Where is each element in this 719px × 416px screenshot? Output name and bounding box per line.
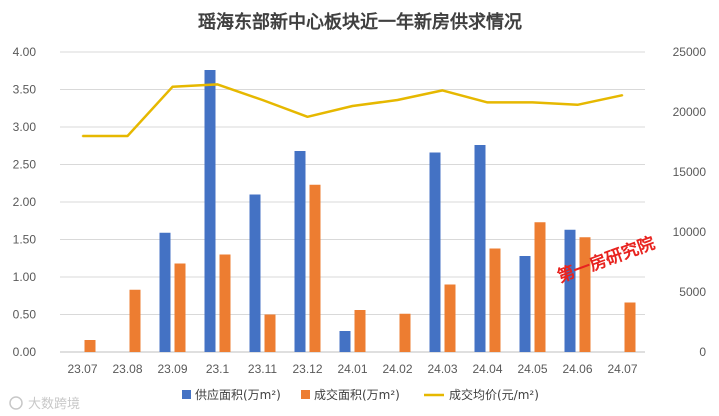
price-point [216, 83, 219, 86]
price-point [261, 99, 264, 101]
left-tick-label: 0.50 [13, 308, 37, 322]
price-line [81, 83, 624, 138]
x-tick-label: 23.12 [292, 362, 322, 376]
gridlines [60, 51, 645, 353]
right-tick-label: 0 [699, 345, 706, 359]
supply-bar [564, 229, 576, 352]
sales-bar [534, 222, 546, 352]
sales-bar [354, 310, 366, 352]
watermark-icon [9, 396, 23, 410]
sales-bar [219, 254, 231, 352]
x-tick-label: 24.06 [562, 362, 592, 376]
supply-bar [204, 70, 216, 352]
supply-bar [519, 256, 531, 352]
price-point [576, 104, 579, 106]
sales-bar [264, 314, 276, 352]
x-tick-label: 24.07 [607, 362, 637, 376]
x-tick-label: 24.04 [472, 362, 502, 376]
price-point [621, 94, 624, 96]
x-tick-label: 23.07 [67, 362, 97, 376]
legend-label: 成交面积(万m²) [314, 387, 400, 402]
legend-label: 成交均价(元/m²) [449, 387, 539, 402]
sales-bar [309, 184, 321, 352]
x-tick-label: 23.09 [157, 362, 187, 376]
x-tick-label: 23.08 [112, 362, 142, 376]
x-tick-label: 24.02 [382, 362, 412, 376]
sales-bar [444, 284, 456, 352]
price-point [351, 105, 354, 107]
right-tick-label: 10000 [673, 225, 707, 239]
left-tick-label: 1.50 [13, 233, 37, 247]
price-series-line [82, 83, 623, 138]
sales-bar [399, 313, 411, 352]
watermark: 大数跨境 [9, 396, 80, 412]
price-point [126, 135, 129, 137]
price-point [486, 101, 489, 104]
left-axis-ticks: 0.00 0.50 1.00 1.50 2.00 2.50 3.00 3.50 4.00 [13, 45, 37, 359]
left-tick-label: 3.00 [13, 120, 37, 134]
watermark-text: 大数跨境 [28, 397, 80, 412]
supply-bar [249, 194, 261, 352]
x-tick-label: 24.03 [427, 362, 457, 376]
price-point [171, 86, 174, 88]
x-tick-label: 23.1 [206, 362, 230, 376]
right-tick-label: 25000 [673, 45, 707, 59]
right-axis-ticks: 0 5000 10000 15000 20000 25000 [673, 45, 707, 359]
right-tick-label: 15000 [673, 165, 707, 179]
legend: 供应面积(万m²) 成交面积(万m²) 成交均价(元/m²) [182, 387, 539, 402]
left-tick-label: 4.00 [13, 45, 37, 59]
left-tick-label: 0.00 [13, 345, 37, 359]
supply-bar [339, 331, 351, 352]
supply-bar [159, 232, 171, 352]
left-tick-label: 1.00 [13, 270, 37, 284]
x-axis-ticks: 23.07 23.08 23.09 23.1 23.11 23.12 24.01 24.02 2… [67, 362, 637, 376]
x-tick-label: 24.05 [517, 362, 547, 376]
bars [84, 70, 636, 352]
sales-bar [174, 263, 186, 352]
x-tick-label: 23.11 [248, 362, 277, 376]
sales-bar [489, 248, 501, 352]
sales-bar [579, 237, 591, 352]
chart-title: 瑶海东部新中心板块近一年新房供求情况 [198, 11, 522, 33]
supply-bar [294, 151, 306, 352]
legend-label: 供应面积(万m²) [195, 387, 281, 402]
price-point [531, 101, 534, 104]
legend-swatch [182, 390, 191, 399]
price-point [396, 99, 399, 101]
price-point [441, 89, 444, 92]
left-tick-label: 2.50 [13, 158, 37, 172]
right-tick-label: 20000 [673, 105, 707, 119]
price-point [306, 116, 309, 118]
sales-bar [84, 340, 96, 352]
supply-bar [474, 145, 486, 352]
legend-swatch [301, 390, 310, 399]
left-tick-label: 2.00 [13, 195, 37, 209]
price-point [81, 135, 84, 137]
supply-bar [429, 152, 441, 352]
left-tick-label: 3.50 [13, 83, 37, 97]
sales-bar [129, 289, 141, 352]
x-tick-label: 24.01 [337, 362, 367, 376]
right-tick-label: 5000 [679, 285, 706, 299]
sales-bar [624, 302, 636, 352]
